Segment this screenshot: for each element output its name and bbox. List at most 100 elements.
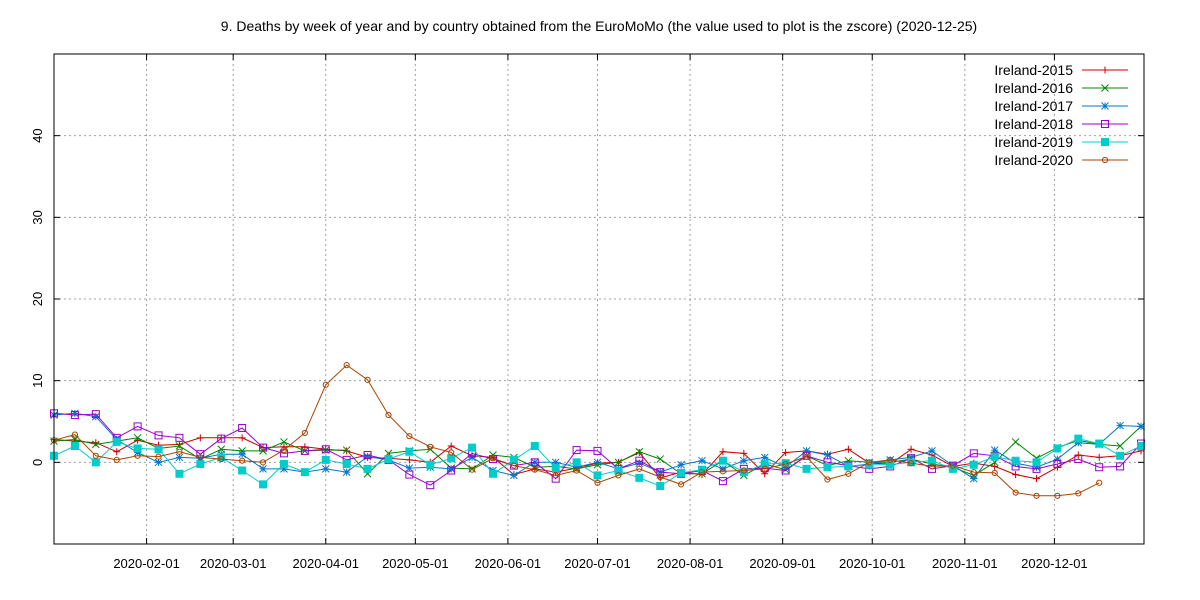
legend-item: Ireland-2017 [994,98,1128,114]
legend: Ireland-2015 Ireland-2016 Ireland-2017 Irel… [994,62,1128,168]
data-point [447,466,456,475]
data-point [364,376,371,383]
data-point [552,472,559,479]
data-point [614,466,623,475]
data-point [635,456,644,465]
data-point [1011,438,1020,446]
data-point [133,448,142,457]
data-point [1116,421,1124,430]
legend-marker [1101,120,1109,128]
data-point [239,457,246,464]
data-point [1096,479,1103,486]
data-point [845,470,852,477]
data-point [844,462,853,471]
data-point [71,409,79,418]
data-point [447,465,456,473]
data-point [405,470,414,479]
data-point [719,448,727,456]
data-point [991,462,999,470]
x-tick-label: 2020-09-01 [749,556,816,571]
data-point [91,412,100,421]
data-point [405,447,414,456]
legend-label: Ireland-2017 [994,98,1073,114]
data-point [133,444,142,453]
plot-border [53,53,1145,545]
data-point [1116,451,1125,460]
data-point [133,422,142,431]
legend-marker [1101,138,1109,146]
data-point [405,456,413,464]
data-point [1095,463,1104,472]
data-point [1011,456,1020,465]
data-point [301,429,308,437]
data-point [551,458,560,467]
data-point [824,476,831,483]
data-point [969,474,978,483]
data-point [113,456,120,463]
data-point [802,447,811,455]
legend-label: Ireland-2016 [994,80,1073,96]
x-tick-label: 2020-08-01 [657,556,724,571]
data-point [259,459,267,466]
data-point [1095,453,1103,461]
data-point [70,410,79,419]
data-point [1053,455,1062,463]
legend-label: Ireland-2018 [994,116,1073,132]
data-point [530,458,539,467]
data-point [280,446,288,454]
data-point [927,456,936,465]
data-point [175,453,184,462]
data-point [488,469,497,478]
data-point [426,460,435,469]
legend-item: Ireland-2018 [994,116,1128,132]
data-point [1137,442,1146,450]
data-point [572,458,581,467]
data-point [322,381,329,388]
data-point [760,453,769,462]
data-point [217,434,226,443]
data-point [739,468,748,477]
data-point [468,453,476,462]
data-point [70,442,79,450]
legend-marker [1101,102,1109,110]
data-point [238,424,247,433]
data-point [448,449,455,456]
data-point [91,440,100,449]
data-point [1116,442,1124,450]
data-point [71,431,79,438]
data-point [406,433,413,440]
data-point [510,462,517,469]
data-point [385,411,392,419]
data-point [134,452,141,459]
data-point [218,455,225,463]
data-point [1137,422,1145,431]
x-tick-label: 2020-04-01 [293,556,360,571]
data-point [823,463,832,472]
data-point [92,452,99,459]
data-point [280,438,288,446]
data-point [866,459,873,466]
data-point [427,443,434,450]
data-point [739,456,748,465]
legend-item: Ireland-2015 [994,62,1128,78]
data-point [1032,475,1040,483]
data-point [636,465,643,472]
data-point [363,452,372,461]
y-tick-label: 10 [30,373,45,387]
data-point [489,455,497,462]
data-point [1053,459,1062,468]
data-point [782,449,790,457]
data-point [509,455,518,464]
legend-item: Ireland-2020 [994,152,1128,168]
x-tick-label: 2020-07-01 [564,556,631,571]
legend-label: Ireland-2015 [994,62,1073,78]
data-point [593,458,602,467]
y-tick-label: 40 [30,128,45,142]
series-line [53,364,1100,497]
data-point [615,472,622,479]
data-point [844,445,852,453]
x-axis: 2020-02-01 2020-03-01 2020-04-01 2020-05-01… [113,54,1088,571]
data-point [887,456,894,463]
data-point [1054,492,1061,499]
data-point [1074,451,1082,459]
